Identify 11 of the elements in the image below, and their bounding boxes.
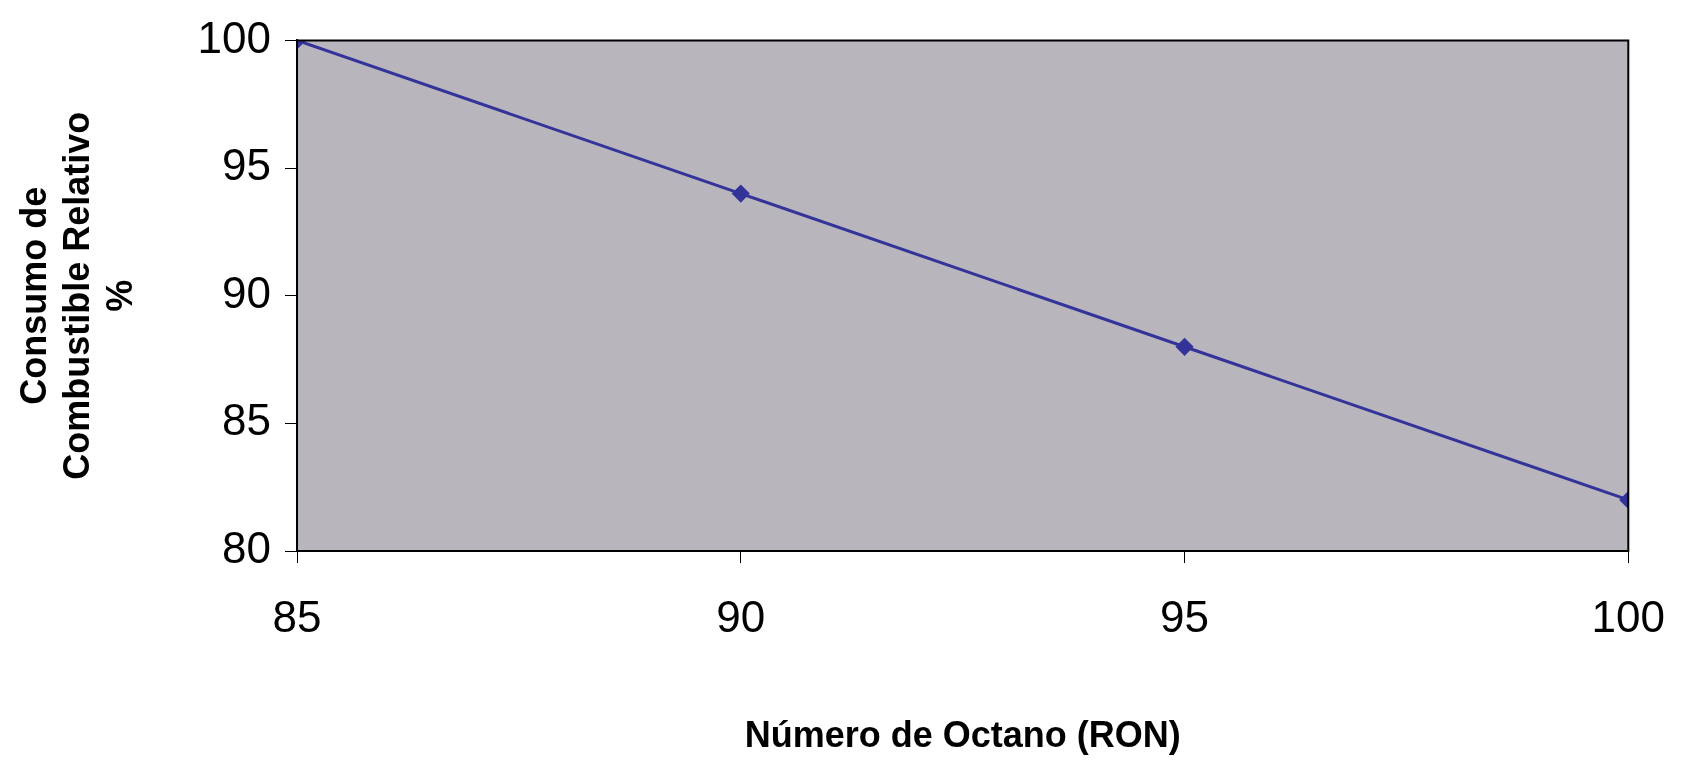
y-tick-label: 90 — [222, 267, 272, 317]
y-tick-label: 95 — [222, 140, 272, 190]
x-axis-title: Número de Octano (RON) — [744, 714, 1181, 756]
x-tick-label: 95 — [1160, 591, 1210, 641]
x-tick-label: 100 — [1591, 591, 1665, 641]
x-tick-label: 90 — [716, 591, 766, 641]
y-tick-label: 85 — [222, 395, 272, 445]
x-tick-label: 85 — [272, 591, 322, 641]
y-tick-label: 100 — [197, 12, 272, 62]
y-tick-label: 80 — [222, 523, 272, 573]
y-axis-title: Consumo de Combustible Relativo % — [12, 111, 140, 480]
